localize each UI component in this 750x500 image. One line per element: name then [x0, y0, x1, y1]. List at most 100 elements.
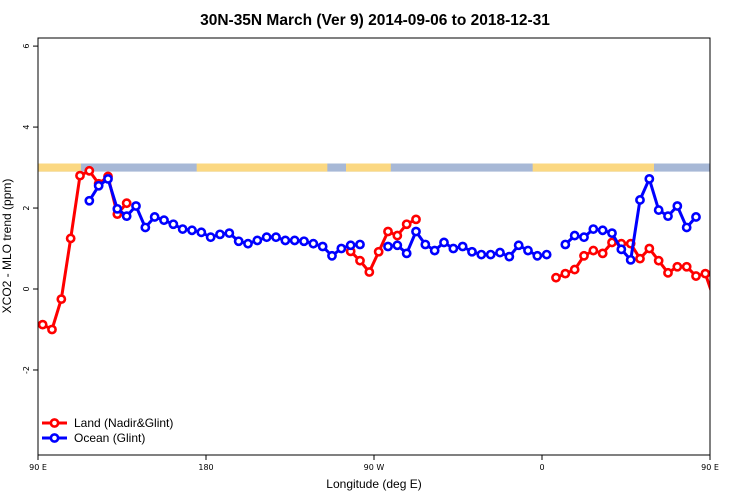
y-tick-label: 6 [22, 44, 31, 49]
data-point [739, 321, 746, 328]
series-ocean [84, 173, 750, 265]
data-point [691, 212, 701, 222]
data-point [317, 241, 328, 252]
data-point [196, 227, 207, 238]
data-point [271, 232, 281, 243]
data-point [551, 272, 561, 283]
data-point [103, 173, 113, 184]
x-axis-label: Longitude (deg E) [326, 477, 421, 491]
data-point [681, 261, 692, 272]
data-point [121, 211, 132, 222]
data-point [672, 201, 683, 211]
data-point [392, 240, 403, 251]
data-point [709, 299, 710, 303]
data-point [569, 230, 580, 241]
data-point [560, 239, 571, 250]
data-point [653, 205, 664, 215]
land-segment [710, 164, 750, 172]
legend-swatch-marker [49, 418, 60, 428]
data-point [579, 232, 589, 243]
data-point [644, 243, 655, 254]
data-point [93, 180, 104, 191]
data-point [476, 249, 487, 260]
legend-item: Land (Nadir&Glint) [42, 416, 173, 430]
data-point [159, 215, 169, 226]
data-point [383, 241, 393, 252]
data-point [401, 248, 412, 259]
data-point [56, 294, 67, 305]
data-point [448, 243, 459, 254]
data-point [700, 268, 710, 279]
x-tick-label: 90 E [29, 463, 47, 472]
data-point [420, 239, 431, 250]
data-point [392, 230, 403, 241]
data-point [560, 268, 571, 279]
data-point [205, 232, 216, 243]
data-point [739, 225, 746, 232]
data-point [140, 222, 151, 233]
y-tick-label: 2 [22, 205, 31, 210]
data-point [635, 253, 645, 264]
data-point [355, 255, 365, 266]
data-point [523, 245, 533, 256]
data-point [411, 226, 421, 237]
data-point [532, 250, 543, 261]
data-point [149, 212, 160, 222]
data-point [215, 229, 225, 240]
data-point [383, 226, 393, 237]
data-point [663, 267, 673, 278]
series-line [724, 179, 750, 237]
data-point [373, 246, 384, 257]
data-point [131, 201, 141, 211]
data-point [299, 236, 309, 247]
data-point [187, 225, 197, 236]
data-point [616, 244, 627, 255]
data-point [607, 228, 617, 239]
data-point [121, 198, 132, 209]
data-point [168, 219, 179, 230]
legend-label: Ocean (Glint) [74, 431, 145, 445]
data-point [355, 239, 365, 250]
data-point [243, 238, 253, 249]
data-point [308, 238, 319, 249]
data-point [588, 245, 599, 256]
data-point [635, 195, 645, 205]
x-tick-label: 180 [198, 463, 213, 472]
land-segment [346, 163, 391, 172]
data-point [177, 224, 188, 234]
data-point [84, 195, 95, 206]
data-point [411, 214, 421, 225]
y-tick-label: 0 [22, 286, 31, 291]
x-axis: 90 E 180 90 W 0 90 E [29, 455, 719, 472]
data-point [327, 250, 337, 261]
data-point [485, 249, 496, 260]
data-point [112, 203, 123, 214]
data-point [75, 170, 85, 181]
legend-item: Ocean (Glint) [42, 431, 145, 445]
x-tick-label: 0 [539, 463, 544, 472]
land-segment [38, 163, 81, 172]
land-ocean-band [38, 163, 750, 172]
data-point [569, 264, 580, 275]
data-point [663, 211, 673, 222]
data-point [336, 243, 347, 254]
data-point [541, 249, 552, 260]
land-segment [532, 163, 654, 172]
data-point [607, 237, 617, 248]
data-point [672, 261, 683, 272]
data-point [224, 228, 235, 239]
data-point [625, 254, 636, 265]
data-point [467, 246, 477, 257]
chart-title: 30N-35N March (Ver 9) 2014-09-06 to 2018… [200, 12, 550, 29]
data-point [720, 328, 727, 335]
data-point [65, 233, 76, 244]
data-point [653, 255, 664, 266]
data-point [261, 232, 272, 243]
data-point [644, 173, 655, 184]
data-point [401, 219, 412, 230]
data-point [429, 245, 440, 256]
data-point [597, 225, 608, 236]
y-axis: -2 0 2 4 6 [22, 44, 38, 374]
y-tick-label: -2 [22, 366, 31, 374]
